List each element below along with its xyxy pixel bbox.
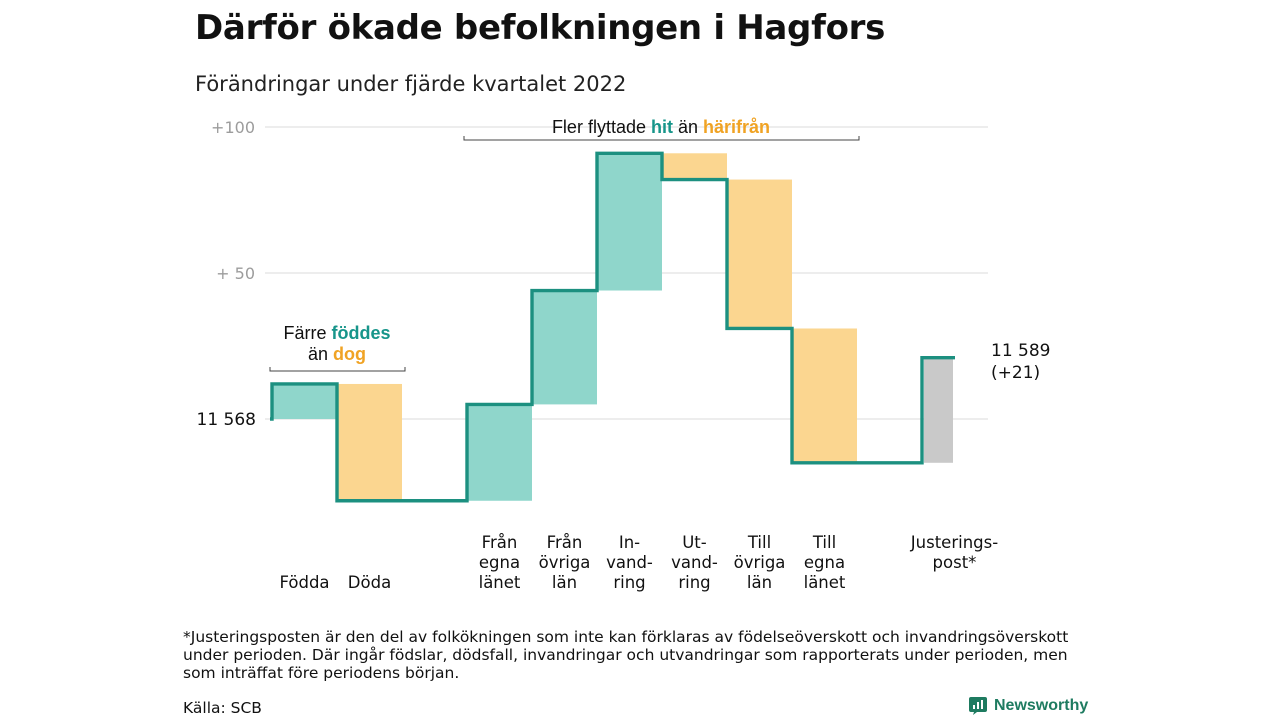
end-value-label: (+21) (991, 363, 1040, 383)
category-label: länet (479, 573, 521, 592)
category-label: In- (619, 533, 640, 552)
bar-in (467, 404, 532, 501)
category-label: län (747, 573, 772, 592)
end-value-label: 11 589 (991, 341, 1050, 361)
y-tick-label: +100 (211, 118, 255, 137)
step-line (270, 151, 955, 503)
bar-out (662, 153, 727, 180)
y-tick-label: + 50 (216, 264, 255, 283)
category-label: Till (812, 533, 836, 552)
category-label: Döda (348, 573, 391, 592)
bar-in (532, 290, 597, 405)
bars (272, 153, 953, 501)
category-label: övriga (539, 553, 591, 572)
category-label: vand- (606, 553, 653, 572)
category-label: Från (547, 533, 583, 552)
category-label: ring (613, 573, 645, 592)
bar-out (792, 328, 857, 463)
source-note: Källa: SCB (183, 699, 262, 717)
annotation-bracket (463, 136, 860, 141)
category-label: Från (482, 533, 518, 552)
step-line-layer (270, 151, 955, 503)
category-label: Till (747, 533, 771, 552)
bar-in (597, 153, 662, 291)
bar-in (272, 383, 337, 419)
category-label: övriga (734, 553, 786, 572)
annotation-bracket (269, 367, 406, 372)
category-label: egna (479, 553, 520, 572)
category-label: län (552, 573, 577, 592)
category-label: vand- (671, 553, 718, 572)
category-label: post* (933, 553, 977, 572)
brand-logo: Newsworthy (968, 696, 1088, 716)
bar-out (727, 179, 792, 329)
start-value-label: 11 568 (197, 410, 256, 430)
migration-annotation: Fler flyttade hit än härifrån (552, 117, 770, 137)
brand-name: Newsworthy (994, 697, 1089, 714)
births-annotation-line2: än dog (308, 344, 366, 364)
category-label: Ut- (682, 533, 707, 552)
births-annotation-line1: Färre föddes (283, 323, 390, 343)
y-axis-ticks: +100 + 50 (211, 118, 255, 283)
chart-subtitle: Förändringar under fjärde kvartalet 2022 (195, 72, 627, 96)
category-labels: Födda DödaFrånegnalänetFrånövrigalänIn-va… (279, 533, 998, 592)
category-label: Födda (279, 573, 329, 592)
category-label: Justerings- (910, 533, 998, 552)
category-label: länet (804, 573, 846, 592)
bar-chart-icon (969, 697, 987, 715)
category-label: ring (678, 573, 710, 592)
category-label: egna (804, 553, 845, 572)
bar-out (337, 383, 402, 501)
waterfall-chart: +100+ 50 Födda DödaFrånegnalänetFrånövrig… (197, 117, 1051, 592)
bar-adjustment (924, 357, 953, 463)
footnote: *Justeringsposten är den del av folkökni… (183, 628, 1069, 682)
chart-title: Därför ökade befolkningen i Hagfors (195, 8, 886, 48)
